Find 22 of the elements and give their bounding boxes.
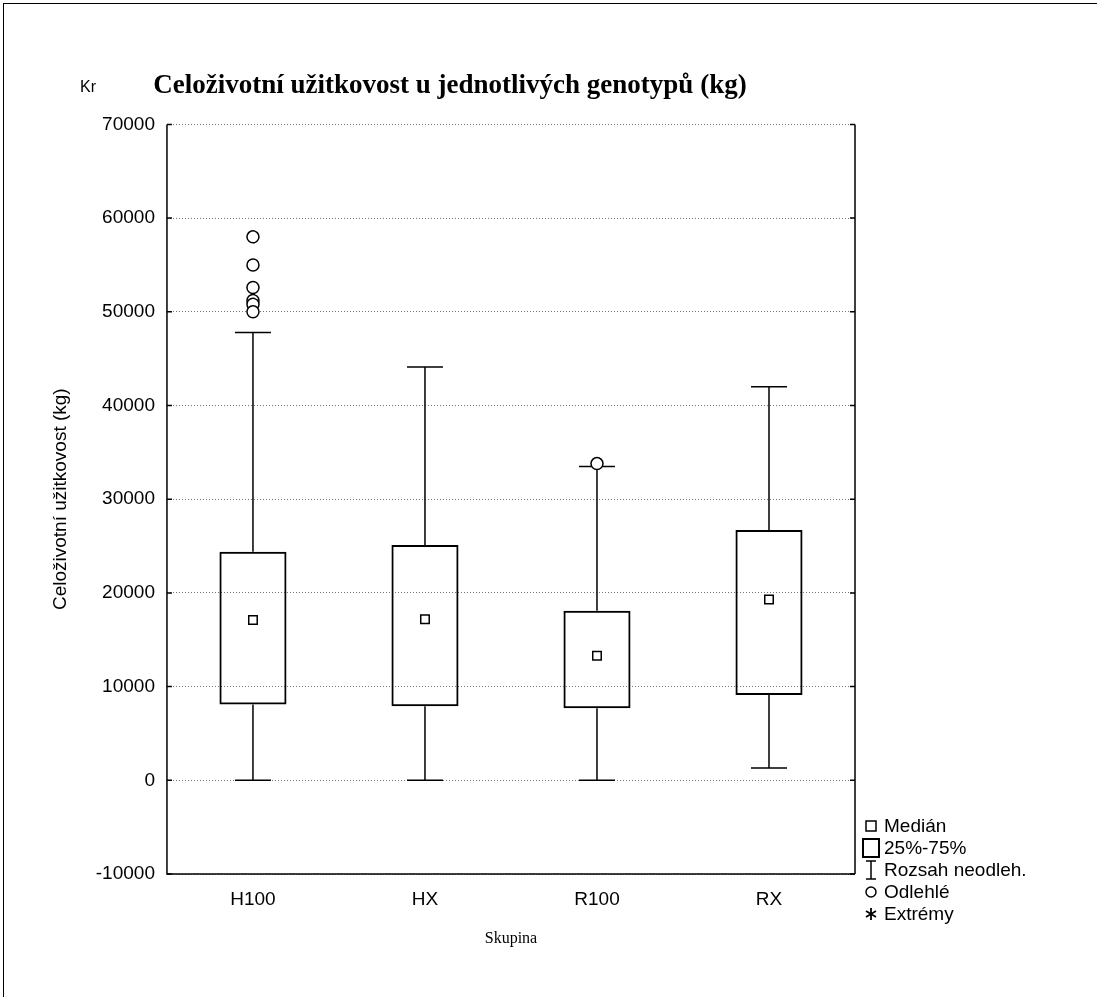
y-tick-label: 20000 [102,581,155,603]
y-tick-label: 40000 [102,393,155,415]
y-tick-label: 10000 [102,674,155,696]
x-tick-label: R100 [574,887,620,909]
text: Extrémy [884,903,954,925]
y-tick-label: -10000 [95,862,155,884]
x-tick-label: H100 [230,887,276,909]
x-tick-label: HX [411,887,439,909]
text: Kr [80,78,96,96]
text: Rozsah neodleh. [884,859,1027,881]
y-axis-title: Celoživotní užitkovost (kg) [48,388,70,611]
y-tick-label: 0 [144,768,155,790]
text: 25%-75% [884,837,967,859]
y-tick-label: 30000 [102,487,155,509]
text: Odlehlé [884,881,950,903]
chart-title: Celoživotní užitkovost u jednotlivých genotypů (kg) [153,69,747,100]
y-tick-label: 70000 [102,112,155,134]
y-tick-label: 60000 [102,206,155,228]
y-tick-label: 50000 [102,300,155,322]
text: Medián [884,815,947,837]
x-axis-title: Skupina [484,928,538,947]
x-tick-label: RX [755,887,783,909]
